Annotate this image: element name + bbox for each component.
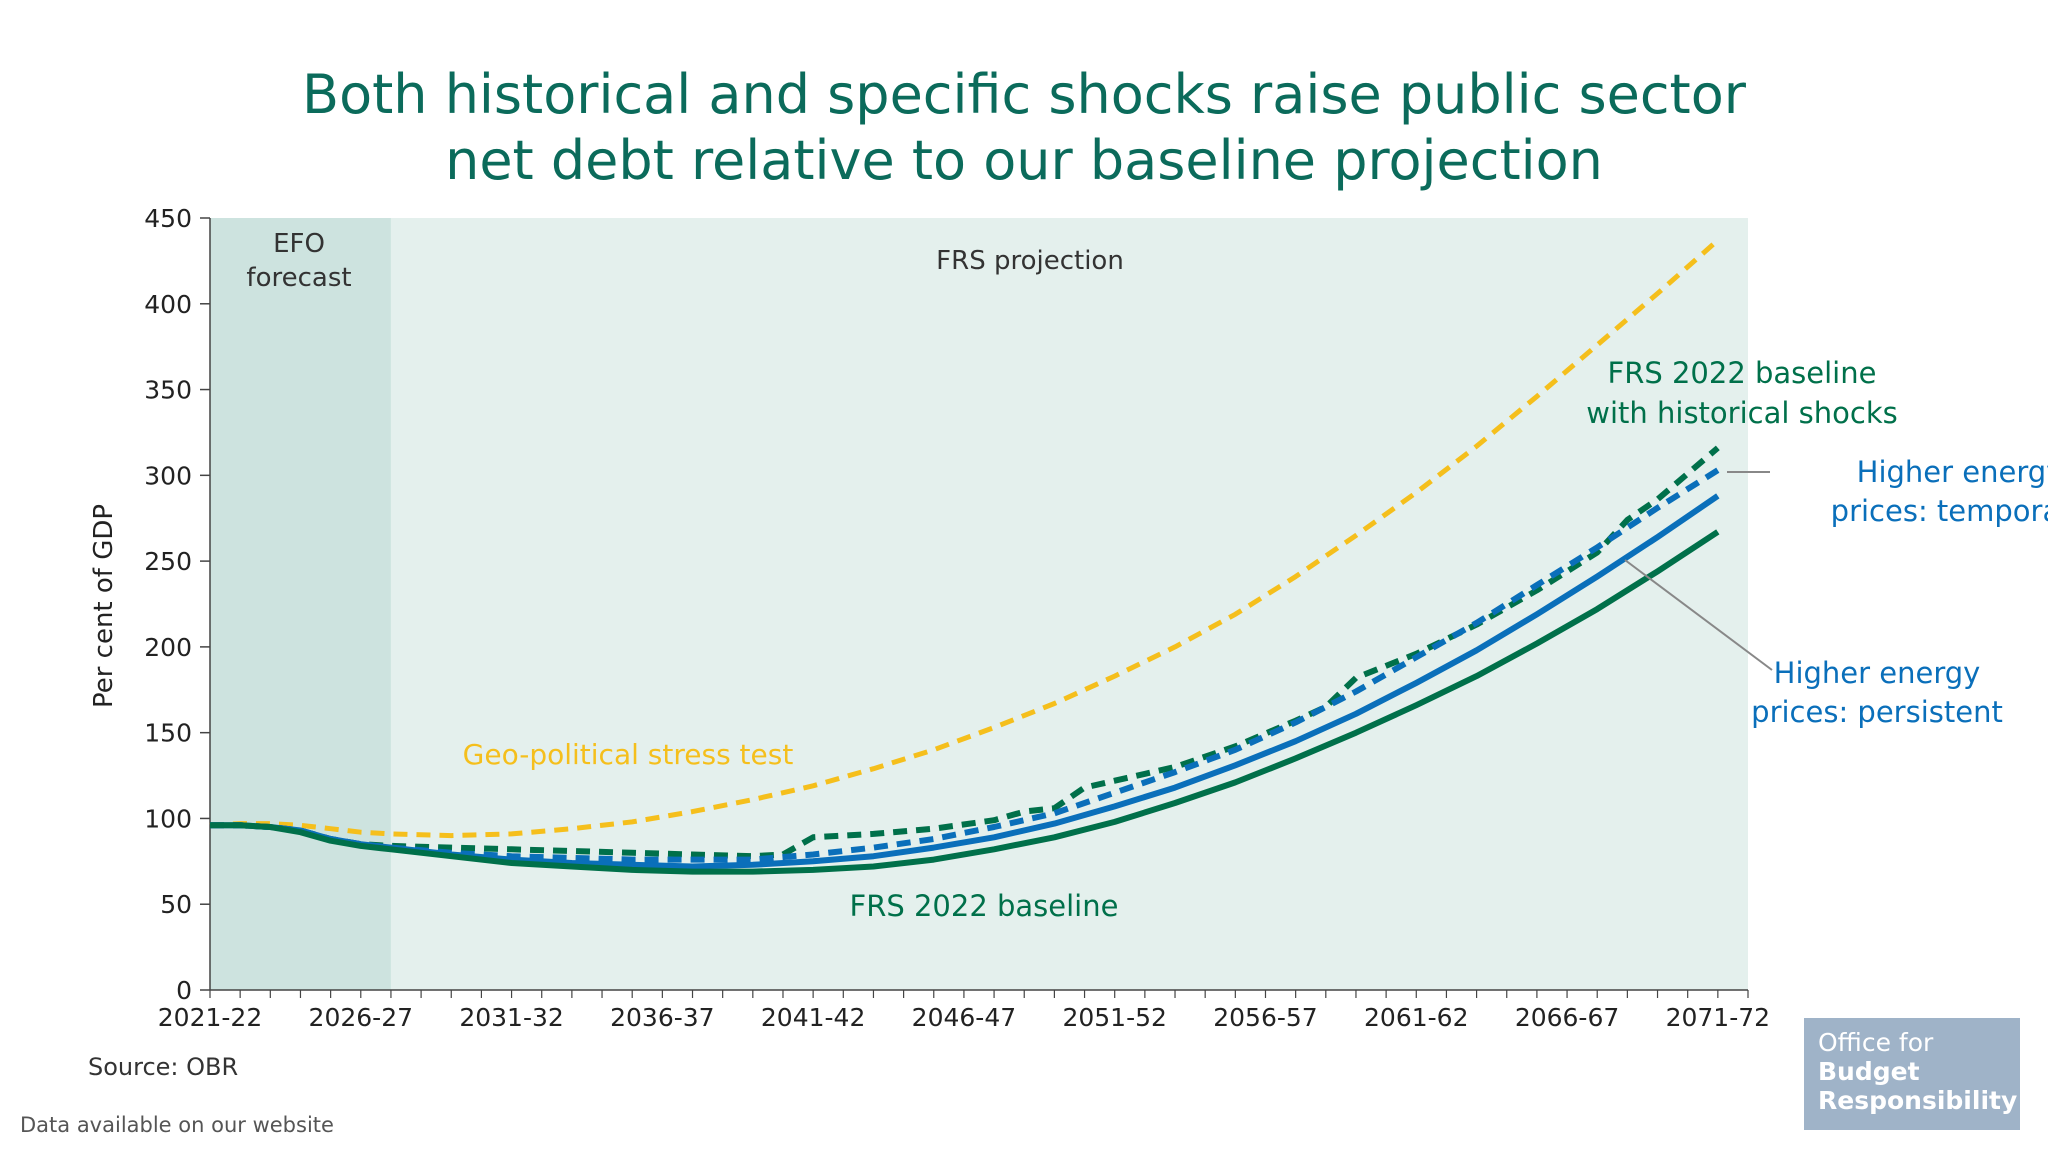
series-lines: [209, 238, 1720, 875]
y-tick-label: 400: [144, 290, 192, 319]
region-label-efo-line-2: forecast: [246, 263, 351, 293]
region-band-0: [210, 218, 391, 990]
y-tick-label: 350: [144, 376, 192, 405]
x-tick-label: 2021-22: [158, 1003, 262, 1032]
x-tick-label: 2026-27: [309, 1003, 413, 1032]
x-tick-label: 2041-42: [761, 1003, 865, 1032]
series-label-temporary-line-2: prices: temporary: [1831, 494, 2048, 528]
chart-title-line-2: net debt relative to our baseline projec…: [445, 129, 1603, 192]
chart-title: Both historical and specific shocks rais…: [0, 62, 2048, 194]
x-tick-label: 2061-62: [1364, 1003, 1468, 1032]
data-availability-link[interactable]: Data available on our website: [20, 1113, 334, 1137]
x-tick-label: 2066-67: [1515, 1003, 1619, 1032]
y-tick-label: 300: [144, 461, 192, 490]
logo-line-3: Responsibility: [1818, 1086, 2018, 1115]
x-tick-label: 2056-57: [1213, 1003, 1317, 1032]
y-tick-label: 150: [144, 719, 192, 748]
x-tick-label: 2071-72: [1666, 1003, 1770, 1032]
source-note: Source: OBR: [88, 1053, 239, 1081]
x-tick-label: 2046-47: [912, 1003, 1016, 1032]
region-label-frs-projection: FRS projection: [936, 246, 1124, 276]
y-tick-label: 450: [144, 204, 192, 233]
series-label-persistent-line-2: prices: persistent: [1751, 695, 2003, 729]
y-tick-label: 50: [160, 890, 192, 919]
x-tick-label: 2051-52: [1062, 1003, 1166, 1032]
y-tick-label: 250: [144, 547, 192, 576]
series-label-historical-line-2: with historical shocks: [1586, 396, 1897, 430]
y-axis-label: Per cent of GDP: [89, 504, 119, 708]
series-label-temporary-line-1: Higher energy: [1857, 455, 2048, 489]
region-label-efo-line-1: EFO: [273, 229, 325, 259]
x-tick-label: 2031-32: [459, 1003, 563, 1032]
region-bands: [210, 218, 1748, 990]
chart-title-line-1: Both historical and specific shocks rais…: [302, 63, 1746, 126]
logo-line-2: Budget: [1818, 1057, 1920, 1086]
region-band-1: [390, 218, 1748, 990]
leader-line-persistent: [1624, 559, 1773, 671]
x-tick-label: 2036-37: [610, 1003, 714, 1032]
obr-logo: Office for Budget Responsibility: [1804, 1018, 2020, 1130]
series-line-baseline: [210, 529, 1720, 875]
y-tick-label: 200: [144, 633, 192, 662]
logo-line-1: Office for: [1818, 1028, 1934, 1057]
y-tick-label: 100: [144, 804, 192, 833]
series-label-baseline: FRS 2022 baseline: [850, 889, 1119, 923]
y-tick-label: 0: [176, 976, 192, 1005]
series-label-persistent-line-1: Higher energy: [1774, 656, 1981, 690]
series-label-historical-line-1: FRS 2022 baseline: [1608, 356, 1877, 390]
series-label-geo: Geo-political stress test: [463, 738, 794, 771]
series-line-geo: [209, 238, 1720, 839]
axes: 0 50 100 150 200 250 300 350 400 450 2021-22 2026-2…: [144, 204, 1770, 1032]
annotations: EFO forecast FRS projection Geo-politica…: [89, 229, 2048, 923]
